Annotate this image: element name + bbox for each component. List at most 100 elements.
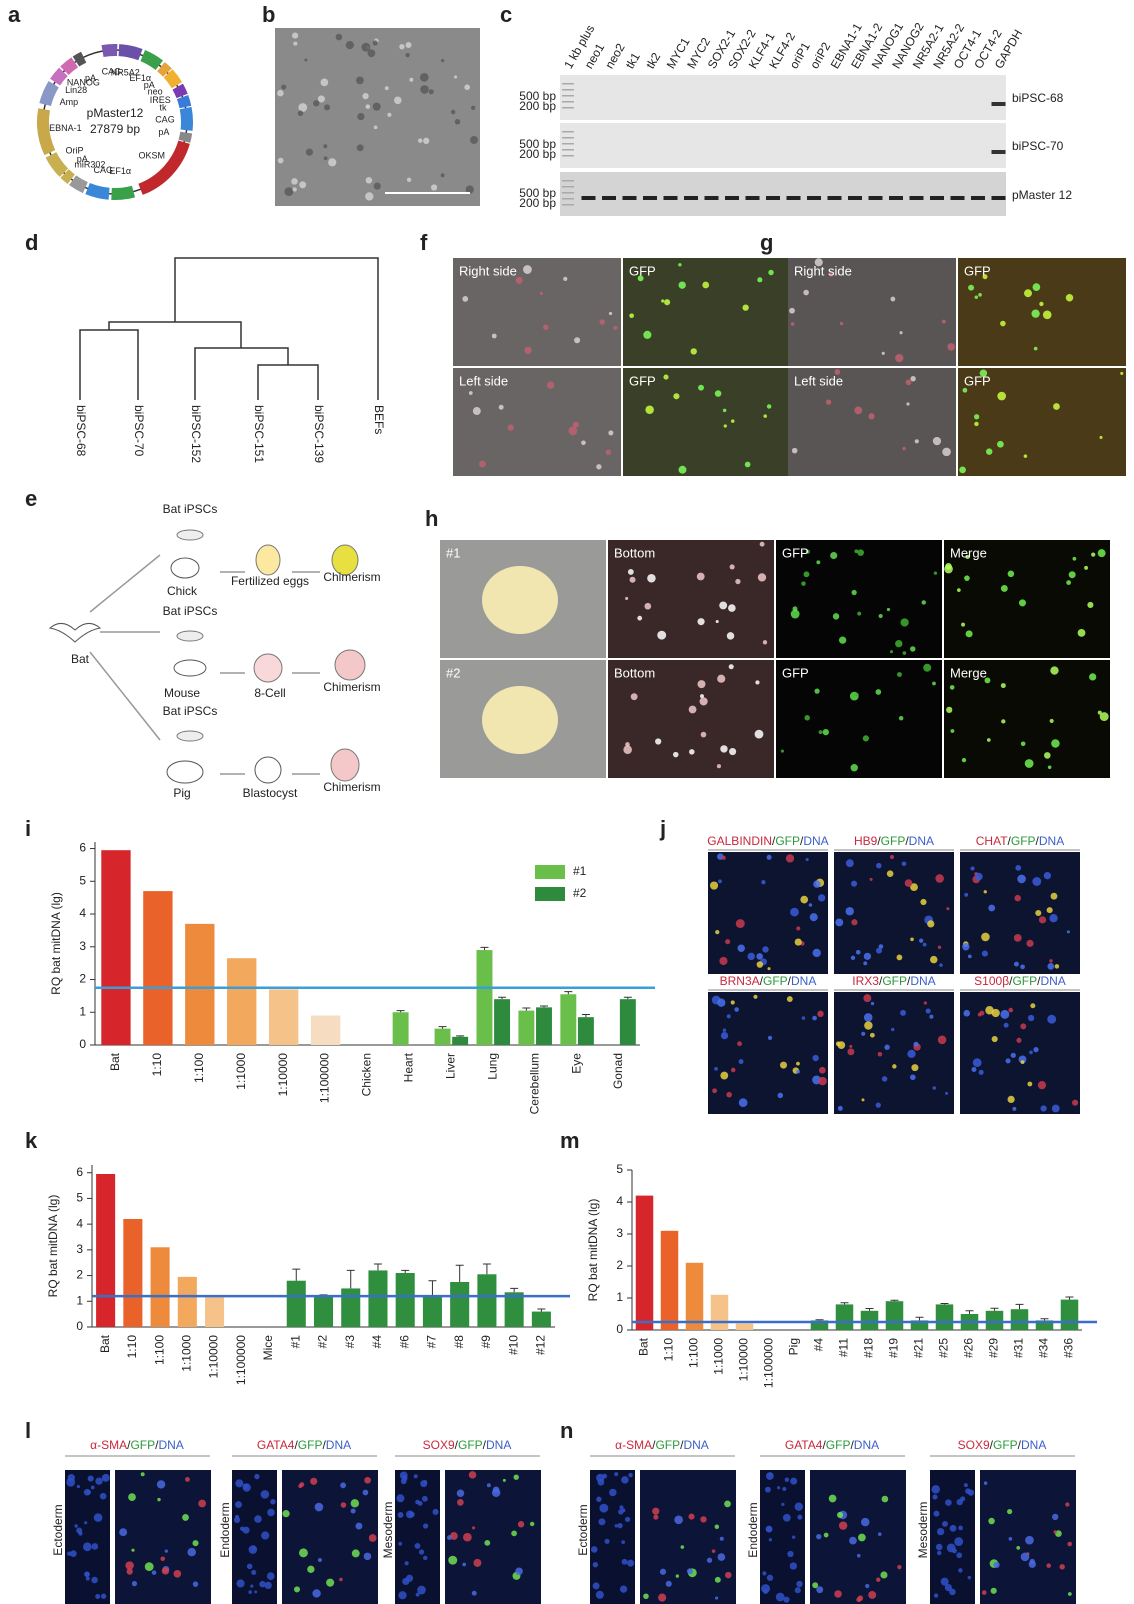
micrograph-detail	[1049, 959, 1053, 963]
micrograph-detail	[1015, 864, 1022, 871]
micrograph-detail	[979, 1010, 985, 1016]
micrograph-detail	[985, 448, 993, 455]
micrograph-detail	[502, 1478, 506, 1482]
gel-band	[950, 196, 965, 200]
micrograph-detail	[971, 1066, 977, 1073]
feature-label: pA	[77, 154, 88, 164]
micrograph-detail	[182, 1514, 189, 1521]
micrograph-detail	[762, 1571, 767, 1576]
micrograph-detail	[892, 1064, 897, 1069]
micrograph-detail	[796, 1069, 800, 1074]
stain-part: GFP	[1012, 974, 1037, 988]
micrograph-detail	[413, 1474, 418, 1479]
micrograph-detail	[398, 1591, 407, 1600]
micrograph-detail	[1031, 309, 1040, 318]
stain-part: /	[905, 834, 909, 848]
micrograph-detail	[1013, 934, 1022, 942]
micrograph-detail	[614, 1524, 618, 1528]
micrograph-detail	[901, 861, 907, 867]
leaf-label: biPSC-151	[252, 405, 266, 463]
gel-band	[581, 196, 596, 200]
error-bar	[346, 1269, 355, 1289]
micrograph-detail	[769, 1472, 773, 1476]
micrograph-detail	[119, 1528, 128, 1537]
micrograph-detail	[1018, 1055, 1027, 1064]
micrograph-detail	[384, 86, 389, 91]
micrograph-detail	[1027, 1081, 1033, 1087]
plasmid-feature	[50, 67, 68, 86]
micrograph-detail	[945, 1499, 952, 1506]
stain-part: BRN3A	[720, 974, 760, 988]
marker-label: 200 bp	[519, 147, 556, 161]
micrograph-detail	[932, 1494, 938, 1500]
micrograph-detail	[726, 632, 735, 640]
bar	[910, 1320, 929, 1330]
stain-part: /	[822, 1438, 826, 1452]
feature-label: Lin28	[65, 85, 87, 95]
micrograph-detail	[645, 405, 654, 415]
stain-part: /	[850, 1438, 854, 1452]
micrograph-detail	[491, 333, 497, 339]
micrograph-detail	[99, 1492, 107, 1500]
mouse-icon	[173, 659, 207, 677]
stain-part: α-SMA	[90, 1438, 127, 1452]
micrograph-detail	[718, 879, 722, 884]
micrograph-detail	[284, 187, 294, 197]
micrograph-detail	[981, 1590, 987, 1595]
lane-label: tk2	[643, 50, 663, 71]
feature-label: Amp	[60, 97, 79, 107]
micrograph-detail	[822, 729, 829, 736]
micrograph-detail	[856, 1553, 861, 1558]
micrograph-detail	[791, 447, 798, 454]
gel-band	[766, 196, 780, 200]
micrograph-detail	[702, 281, 710, 289]
micrograph-detail	[766, 1574, 774, 1581]
arrow	[220, 571, 320, 775]
micrograph-detail	[857, 1595, 864, 1601]
micrograph-detail	[823, 1532, 829, 1538]
micrograph-detail	[960, 1496, 966, 1502]
dendrogram-lines	[79, 257, 379, 400]
panel-letter: n	[560, 1418, 573, 1443]
micrograph-detail	[608, 430, 614, 436]
bar	[395, 1273, 415, 1327]
x-tick-label: #29	[987, 1338, 1001, 1358]
row-label: biPSC-70	[1012, 139, 1064, 153]
micrograph-detail	[936, 1527, 945, 1536]
panel-letter: k	[25, 1128, 38, 1153]
micrograph-detail	[66, 1477, 76, 1487]
micrograph-detail	[266, 1572, 275, 1580]
micrograph-detail	[659, 1568, 667, 1575]
micrograph-detail	[339, 1577, 343, 1582]
x-tick-label: 1:1000	[712, 1338, 726, 1375]
plasmid-feature	[176, 94, 192, 109]
micrograph-detail	[625, 596, 629, 601]
micrograph-detail	[185, 1477, 190, 1482]
feature-label: CAG	[94, 165, 114, 175]
feature-label: CAG	[155, 114, 175, 124]
micrograph-detail	[317, 1557, 323, 1563]
micrograph-detail	[164, 1549, 168, 1553]
ladder-band	[562, 101, 574, 103]
micrograph-detail	[863, 961, 868, 966]
micrograph-detail	[405, 1510, 414, 1519]
micrograph-detail	[767, 1035, 773, 1040]
micrograph-detail	[744, 461, 751, 468]
micrograph-detail	[323, 144, 328, 149]
micrograph-detail	[865, 1583, 870, 1589]
micrograph-detail	[1049, 914, 1058, 923]
micrograph-detail	[765, 1486, 771, 1493]
micrograph-detail	[837, 1105, 843, 1111]
gel-band	[827, 196, 842, 200]
micrograph-detail	[595, 1590, 604, 1599]
feature-label: NANOG	[67, 78, 100, 88]
micrograph-detail	[454, 119, 461, 125]
chick-icon	[170, 557, 200, 579]
micrograph-detail	[850, 764, 858, 772]
gel-band	[786, 196, 801, 200]
x-tick-label: Bat	[108, 1052, 122, 1071]
micrograph-detail	[198, 1499, 207, 1508]
bar	[310, 1015, 341, 1045]
panel-letter: j	[659, 816, 666, 841]
plasmid-feature	[45, 151, 69, 177]
